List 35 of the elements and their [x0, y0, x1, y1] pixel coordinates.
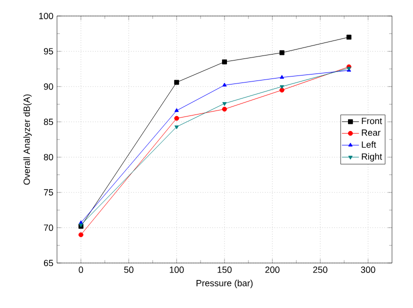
point — [279, 88, 284, 93]
x-tick-label: 200 — [265, 266, 280, 273]
legend-label: Left — [362, 141, 376, 148]
point — [78, 232, 84, 238]
point — [280, 85, 284, 90]
y-tick-label: 90 — [44, 83, 54, 90]
legend-label: Right — [362, 153, 382, 162]
x-tick-label: 100 — [170, 266, 184, 273]
point — [222, 59, 227, 64]
point — [222, 102, 227, 106]
point — [222, 82, 227, 87]
y-tick-label: 100 — [39, 12, 54, 20]
y-tick-label: 80 — [44, 154, 54, 160]
point — [346, 34, 352, 40]
x-tick-label: 300 — [360, 266, 376, 273]
x-axis-title: Pressure (bar) — [196, 280, 253, 288]
point — [174, 108, 179, 112]
x-tick-label: 50 — [124, 266, 134, 273]
y-axis-title: Overall Analyzer dB(A) — [23, 94, 32, 185]
y-tick-label: 75 — [44, 189, 54, 196]
legend-label: Rear — [362, 130, 380, 136]
point — [280, 74, 284, 79]
point — [222, 106, 227, 112]
point — [174, 125, 179, 130]
x-tick-label: 0 — [78, 266, 84, 273]
x-tick-label: 150 — [218, 266, 232, 273]
y-tick-label: 85 — [44, 118, 54, 126]
y-tick-label: 95 — [44, 48, 54, 54]
legend-label: Front — [362, 118, 382, 124]
x-tick-label: 250 — [313, 266, 328, 273]
y-tick-label: 65 — [44, 260, 54, 266]
point — [279, 50, 284, 56]
y-tick-label: 70 — [44, 224, 54, 231]
point — [174, 116, 180, 121]
point — [174, 80, 180, 85]
